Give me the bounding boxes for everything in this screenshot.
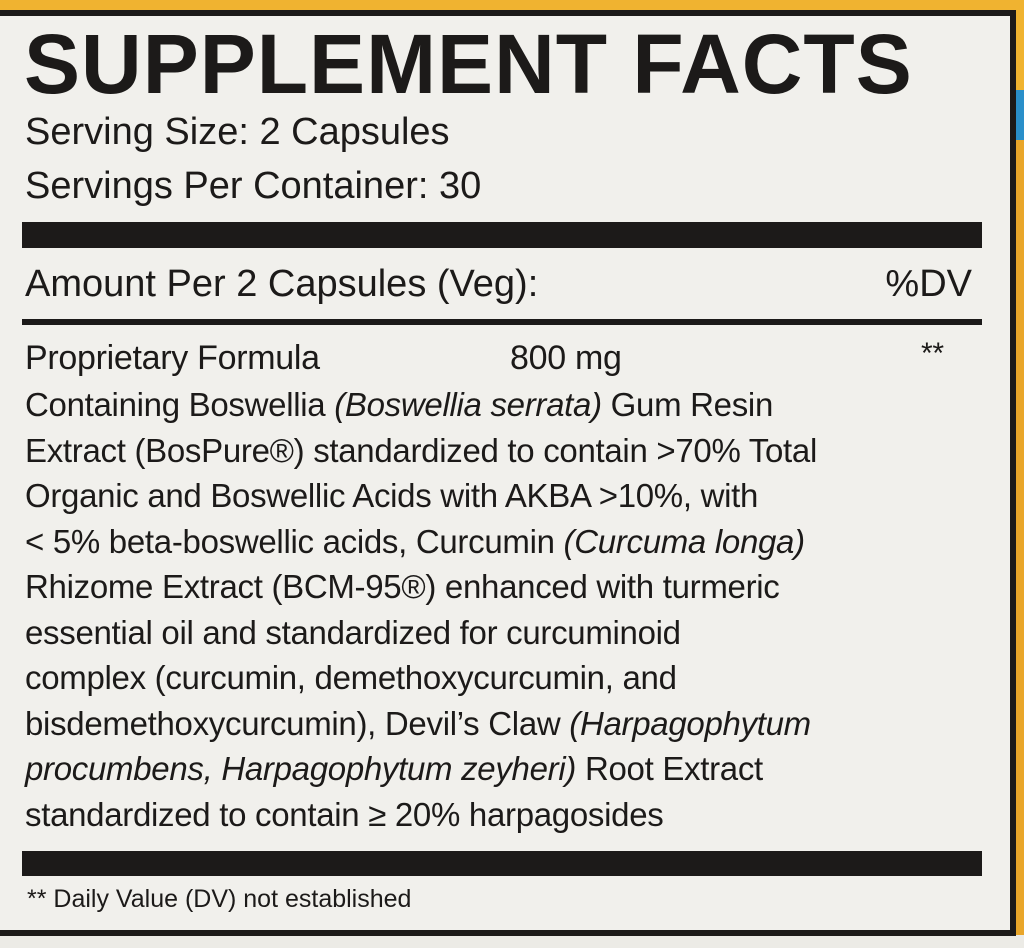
botanical-name: procumbens, Harpagophytum zeyheri)	[25, 750, 577, 787]
thin-divider	[22, 319, 982, 325]
botanical-name: (Curcuma longa)	[563, 522, 806, 560]
description-line: procumbens, Harpagophytum zeyheri) Root …	[25, 749, 763, 789]
description-text: Root Extract	[576, 750, 763, 787]
ingredient-name: Proprietary Formula	[25, 339, 320, 377]
description-line: standardized to contain ≥ 20% harpagosid…	[25, 795, 664, 835]
description-text: bisdemethoxycurcumin), Devil’s Claw	[25, 704, 570, 742]
description-text: standardized to contain ≥ 20% harpagosid…	[25, 795, 664, 833]
description-text: Rhizome Extract (BCM-95®) enhanced with …	[25, 568, 780, 605]
description-text: < 5% beta-boswellic acids, Curcumin	[25, 522, 564, 560]
description-line: bisdemethoxycurcumin), Devil’s Claw (Har…	[25, 704, 811, 744]
description-text: complex (curcumin, demethoxycurcumin, an…	[25, 659, 677, 696]
description-text: Gum Resin	[601, 386, 774, 423]
ingredient-amount: 800 mg	[510, 339, 622, 377]
package-background-top	[0, 0, 1024, 12]
description-line: Organic and Boswellic Acids with AKBA >1…	[25, 476, 758, 516]
serving-size: Serving Size: 2 Capsules	[25, 111, 450, 153]
amount-per-serving-label: Amount Per 2 Capsules (Veg):	[25, 263, 539, 305]
description-text: Extract (BosPure®) standardized to conta…	[25, 431, 817, 469]
description-line: < 5% beta-boswellic acids, Curcumin (Cur…	[25, 522, 805, 562]
description-text: essential oil and standardized for curcu…	[25, 613, 681, 651]
footnote: ** Daily Value (DV) not established	[27, 885, 412, 913]
botanical-name: (Boswellia serrata)	[334, 386, 602, 423]
botanical-name: (Harpagophytum	[569, 704, 811, 742]
bottom-thick-divider	[22, 851, 982, 876]
description-line: essential oil and standardized for curcu…	[25, 613, 681, 653]
supplement-facts-panel	[0, 10, 1016, 936]
panel-title: SUPPLEMENT FACTS	[24, 17, 913, 111]
description-text: Organic and Boswellic Acids with AKBA >1…	[25, 477, 759, 514]
ingredient-dv: **	[921, 337, 944, 370]
thick-divider	[22, 222, 982, 248]
description-line: complex (curcumin, demethoxycurcumin, an…	[25, 658, 677, 698]
description-line: Extract (BosPure®) standardized to conta…	[25, 431, 817, 471]
description-text: Containing Boswellia	[25, 386, 335, 423]
description-line: Containing Boswellia (Boswellia serrata)…	[25, 385, 773, 425]
dv-header: %DV	[885, 263, 972, 305]
servings-per-container: Servings Per Container: 30	[25, 165, 482, 207]
description-line: Rhizome Extract (BCM-95®) enhanced with …	[25, 567, 780, 607]
